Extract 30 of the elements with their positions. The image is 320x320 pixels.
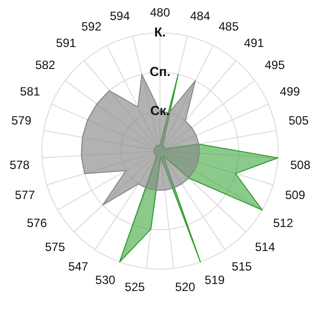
spoke-label: 509: [285, 188, 306, 202]
spoke-label: 547: [68, 260, 89, 274]
y-tick-label: Сп.: [150, 64, 170, 79]
spoke-label: 582: [35, 58, 56, 72]
spoke-label: 576: [26, 216, 48, 230]
spoke-label: 495: [264, 58, 286, 72]
spoke-label: 485: [218, 19, 239, 34]
spoke-label: 579: [11, 113, 32, 128]
spoke-label: 592: [81, 19, 102, 34]
y-tick-label: К.: [154, 24, 166, 40]
spoke-label: 581: [20, 84, 40, 98]
spoke-label: 591: [56, 36, 76, 50]
spoke-label: 508: [290, 158, 311, 172]
spoke-label: 512: [273, 216, 294, 230]
spoke-label: 578: [10, 158, 30, 172]
spoke-label: 594: [110, 9, 130, 24]
spoke-label: 499: [280, 84, 300, 98]
spoke-label: 515: [232, 260, 252, 274]
spoke-label: 525: [124, 280, 146, 294]
spoke-label: 530: [95, 273, 116, 288]
spoke-label: 484: [190, 9, 210, 24]
spoke-label: 491: [244, 36, 264, 50]
spoke-label: 505: [288, 113, 309, 128]
y-tick-label: Ск.: [150, 103, 170, 118]
spoke-label: 480: [150, 6, 170, 20]
spoke-label: 519: [204, 273, 226, 288]
spoke-label: 514: [254, 240, 276, 254]
spoke-label: 520: [175, 280, 196, 294]
spoke-label: 575: [44, 240, 66, 254]
spoke-label: 577: [14, 188, 36, 202]
